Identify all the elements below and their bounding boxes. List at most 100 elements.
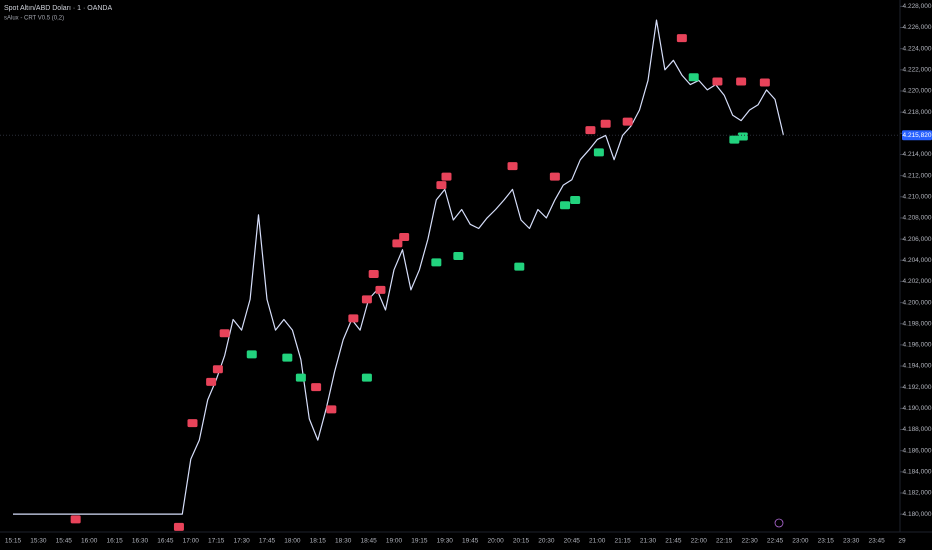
signal-marker	[593, 148, 604, 157]
signal-marker	[70, 515, 81, 524]
x-tick-label: 17:15	[208, 538, 225, 545]
x-tick-label: 29	[898, 538, 906, 545]
x-tick-label: 20:00	[487, 538, 504, 545]
x-tick-label: 19:00	[386, 538, 403, 545]
y-tick-label: 4.218,000	[903, 109, 932, 116]
x-tick-label: 18:00	[284, 538, 301, 545]
y-tick-label: 4.212,000	[903, 172, 932, 179]
signal-marker	[622, 117, 633, 126]
signal-marker	[212, 365, 223, 374]
y-tick-label: 4.190,000	[903, 405, 932, 412]
x-tick-label: 17:45	[259, 538, 276, 545]
signal-marker	[507, 162, 518, 171]
signal-marker	[361, 295, 372, 304]
signal-marker	[206, 377, 217, 386]
x-tick-label: 15:30	[30, 538, 47, 545]
x-tick-label: 19:45	[462, 538, 479, 545]
x-tick-label: 18:45	[360, 538, 377, 545]
x-tick-label: 17:00	[183, 538, 200, 545]
x-tick-label: 20:30	[538, 538, 555, 545]
signal-marker	[514, 262, 525, 271]
x-tick-label: 15:45	[56, 538, 73, 545]
x-tick-label: 23:15	[818, 538, 835, 545]
signal-marker	[295, 373, 306, 382]
y-tick-label: 4.222,000	[903, 67, 932, 74]
y-tick-label: 4.220,000	[903, 88, 932, 95]
signal-marker	[737, 132, 748, 141]
y-tick-label: 4.204,000	[903, 257, 932, 264]
now-indicator[interactable]	[774, 518, 784, 528]
signal-marker	[676, 34, 687, 43]
y-tick-label: 4.224,000	[903, 45, 932, 52]
signal-marker	[431, 258, 442, 267]
signal-marker	[399, 232, 410, 241]
y-tick-label: 4.228,000	[903, 3, 932, 10]
signal-marker	[326, 405, 337, 414]
y-tick-label: 4.180,000	[903, 511, 932, 518]
signal-marker	[600, 119, 611, 128]
y-tick-label: 4.184,000	[903, 469, 932, 476]
signal-marker	[441, 172, 452, 181]
x-tick-label: 20:15	[513, 538, 530, 545]
signal-marker	[453, 252, 464, 261]
x-tick-label: 19:30	[437, 538, 454, 545]
y-tick-label: 4.200,000	[903, 299, 932, 306]
last-price-label: 4.215,820	[903, 132, 932, 139]
x-tick-label: 23:30	[843, 538, 860, 545]
x-tick-label: 20:45	[564, 538, 581, 545]
x-tick-label: 18:15	[310, 538, 327, 545]
y-tick-label: 4.194,000	[903, 363, 932, 370]
signal-marker	[392, 239, 403, 248]
price-line	[13, 19, 785, 515]
x-tick-label: 22:30	[741, 538, 758, 545]
x-tick-label: 19:15	[411, 538, 428, 545]
last-price-box	[902, 130, 932, 141]
y-tick-label: 4.186,000	[903, 447, 932, 454]
signal-marker	[187, 419, 198, 428]
y-tick-label: 4.210,000	[903, 193, 932, 200]
y-tick-label: 4.226,000	[903, 24, 932, 31]
y-tick-label: 4.206,000	[903, 236, 932, 243]
signal-marker	[549, 172, 560, 181]
signal-marker	[282, 353, 293, 362]
signal-marker	[688, 73, 699, 82]
signal-marker	[729, 135, 740, 144]
y-tick-label: 4.188,000	[903, 426, 932, 433]
signal-marker	[560, 201, 571, 210]
x-tick-label: 22:15	[716, 538, 733, 545]
signal-marker	[570, 195, 581, 204]
signal-marker	[736, 77, 747, 86]
signal-marker	[375, 285, 386, 294]
x-tick-label: 21:15	[614, 538, 631, 545]
x-tick-label: 16:30	[132, 538, 149, 545]
y-tick-label: 4.192,000	[903, 384, 932, 391]
x-tick-label: 18:30	[335, 538, 352, 545]
indicator-label: sAlux - CRT V0.5 (0,2)	[4, 16, 64, 22]
x-tick-label: 23:45	[868, 538, 885, 545]
x-tick-label: 15:15	[5, 538, 22, 545]
signal-marker	[436, 181, 447, 190]
x-tick-label: 23:00	[792, 538, 809, 545]
x-tick-label: 16:15	[106, 538, 123, 545]
y-tick-label: 4.182,000	[903, 490, 932, 497]
signal-marker	[368, 269, 379, 278]
y-tick-label: 4.208,000	[903, 215, 932, 222]
signal-marker	[219, 329, 230, 338]
y-tick-label: 4.214,000	[903, 151, 932, 158]
chart-title: Spot Altın/ABD Doları · 1 · OANDA	[4, 5, 112, 12]
x-tick-label: 16:00	[81, 538, 98, 545]
signal-marker	[311, 383, 322, 392]
y-tick-label: 4.202,000	[903, 278, 932, 285]
x-tick-label: 21:30	[640, 538, 657, 545]
signal-marker	[759, 78, 770, 87]
signal-marker	[712, 77, 723, 86]
x-tick-label: 16:45	[157, 538, 174, 545]
x-tick-label: 17:30	[233, 538, 250, 545]
signal-marker	[246, 350, 257, 359]
signal-marker	[361, 373, 372, 382]
signal-marker	[173, 522, 184, 531]
x-tick-label: 22:00	[691, 538, 708, 545]
y-tick-label: 4.196,000	[903, 342, 932, 349]
